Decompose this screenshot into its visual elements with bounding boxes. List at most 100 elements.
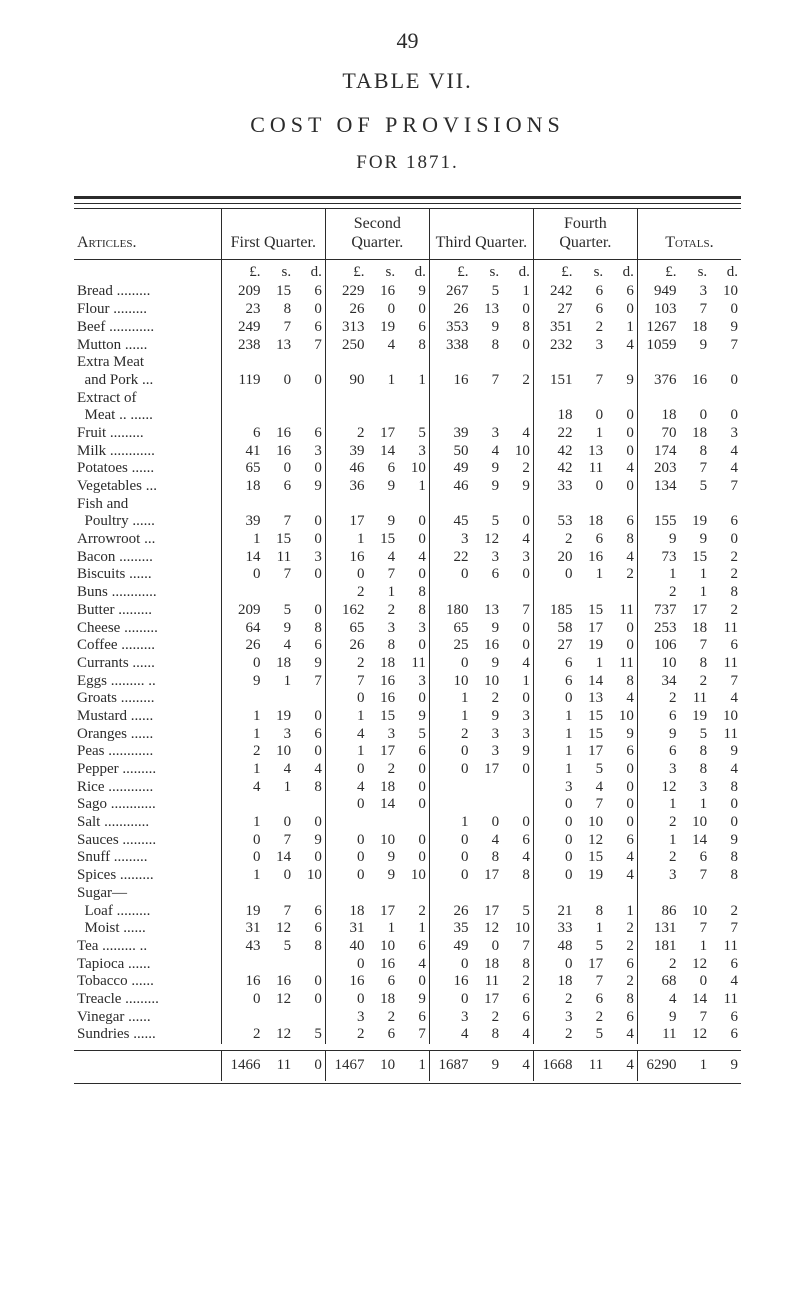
amount-cell: 7: [680, 637, 711, 655]
amount-cell: 7: [710, 337, 741, 355]
article-name: Loaf .........: [74, 903, 221, 921]
amount-cell: 6: [367, 973, 398, 991]
article-name: Cheese .........: [74, 620, 221, 638]
amount-cell: [429, 796, 471, 814]
article-name: Meat .. ......: [74, 407, 221, 425]
amount-cell: 34: [637, 673, 679, 691]
amount-cell: 6: [294, 319, 325, 337]
amount-cell: 0: [502, 337, 533, 355]
amount-cell: 1: [533, 726, 575, 744]
amount-cell: [533, 885, 575, 903]
amount-cell: 8: [606, 531, 637, 549]
amount-cell: 2: [325, 584, 367, 602]
amount-cell: [471, 354, 502, 372]
amount-cell: 11: [710, 938, 741, 956]
amount-cell: 42: [533, 460, 575, 478]
amount-cell: 10: [294, 867, 325, 885]
amount-cell: 49: [429, 460, 471, 478]
amount-cell: 1: [576, 425, 607, 443]
amount-cell: 4: [471, 832, 502, 850]
amount-cell: [502, 390, 533, 408]
amount-cell: [680, 496, 711, 514]
amount-cell: 10: [471, 673, 502, 691]
article-name: Coffee .........: [74, 637, 221, 655]
amount-cell: 49: [429, 938, 471, 956]
amount-cell: 7: [398, 1026, 429, 1044]
amount-cell: [325, 407, 367, 425]
amount-cell: [502, 354, 533, 372]
amount-cell: 0: [533, 956, 575, 974]
amount-cell: 229: [325, 283, 367, 301]
amount-cell: 7: [294, 337, 325, 355]
amount-cell: 6: [367, 460, 398, 478]
amount-cell: 73: [637, 549, 679, 567]
amount-cell: 46: [429, 478, 471, 496]
table-row: Vegetables ...186936914699330013457: [74, 478, 741, 496]
amount-cell: 22: [533, 425, 575, 443]
amount-cell: 9: [471, 708, 502, 726]
amount-cell: 12: [471, 531, 502, 549]
amount-cell: 0: [398, 690, 429, 708]
amount-cell: 0: [263, 372, 294, 390]
table-title: COST OF PROVISIONS: [74, 112, 741, 138]
amount-cell: 18: [367, 655, 398, 673]
amount-cell: 7: [680, 301, 711, 319]
amount-cell: 3: [680, 779, 711, 797]
amount-cell: 9: [294, 478, 325, 496]
amount-cell: 14: [263, 849, 294, 867]
amount-cell: [471, 390, 502, 408]
amount-cell: 8: [294, 620, 325, 638]
amount-cell: [221, 407, 263, 425]
amount-cell: 5: [263, 602, 294, 620]
amount-cell: 6: [576, 283, 607, 301]
amount-cell: 9: [398, 991, 429, 1009]
amount-cell: 7: [263, 566, 294, 584]
amount-cell: 26: [325, 637, 367, 655]
amount-cell: 151: [533, 372, 575, 390]
amount-cell: 3: [533, 1009, 575, 1027]
amount-cell: 13: [471, 301, 502, 319]
amount-cell: [471, 407, 502, 425]
amount-cell: 9: [367, 478, 398, 496]
unit-row: £. s. d. £. s. d. £. s. d. £. s. d. £. s…: [74, 259, 741, 283]
amount-cell: 31: [325, 920, 367, 938]
amount-cell: 0: [398, 779, 429, 797]
amount-cell: [471, 796, 502, 814]
amount-cell: [367, 885, 398, 903]
amount-cell: 43: [221, 938, 263, 956]
amount-cell: [398, 885, 429, 903]
article-name: Pepper .........: [74, 761, 221, 779]
amount-cell: 26: [221, 637, 263, 655]
amount-cell: 16: [576, 549, 607, 567]
amount-cell: 0: [398, 637, 429, 655]
amount-cell: 22: [429, 549, 471, 567]
amount-cell: 3: [429, 531, 471, 549]
amount-cell: 1: [398, 372, 429, 390]
amount-cell: 4: [398, 956, 429, 974]
amount-cell: 3: [576, 337, 607, 355]
article-name: Oranges ......: [74, 726, 221, 744]
amount-cell: 4: [606, 549, 637, 567]
amount-cell: [710, 390, 741, 408]
amount-cell: 0: [606, 620, 637, 638]
amount-cell: [606, 584, 637, 602]
amount-cell: 0: [710, 301, 741, 319]
amount-cell: 6: [606, 956, 637, 974]
article-name: Vegetables ...: [74, 478, 221, 496]
amount-cell: 0: [710, 372, 741, 390]
table-row: Snuff .........01400900840154268: [74, 849, 741, 867]
article-name: Beef ............: [74, 319, 221, 337]
amount-cell: 3: [263, 726, 294, 744]
table-row: Potatoes ......65004661049924211420374: [74, 460, 741, 478]
amount-cell: 14: [680, 832, 711, 850]
amount-cell: 10: [680, 903, 711, 921]
amount-cell: 10: [429, 673, 471, 691]
amount-cell: 2: [606, 938, 637, 956]
amount-cell: 12: [680, 1026, 711, 1044]
amount-cell: 27: [533, 301, 575, 319]
amount-cell: 9: [263, 620, 294, 638]
amount-cell: [263, 354, 294, 372]
table-row: Tobacco ......1616016601611218726804: [74, 973, 741, 991]
amount-cell: 6: [576, 531, 607, 549]
amount-cell: 4: [294, 761, 325, 779]
